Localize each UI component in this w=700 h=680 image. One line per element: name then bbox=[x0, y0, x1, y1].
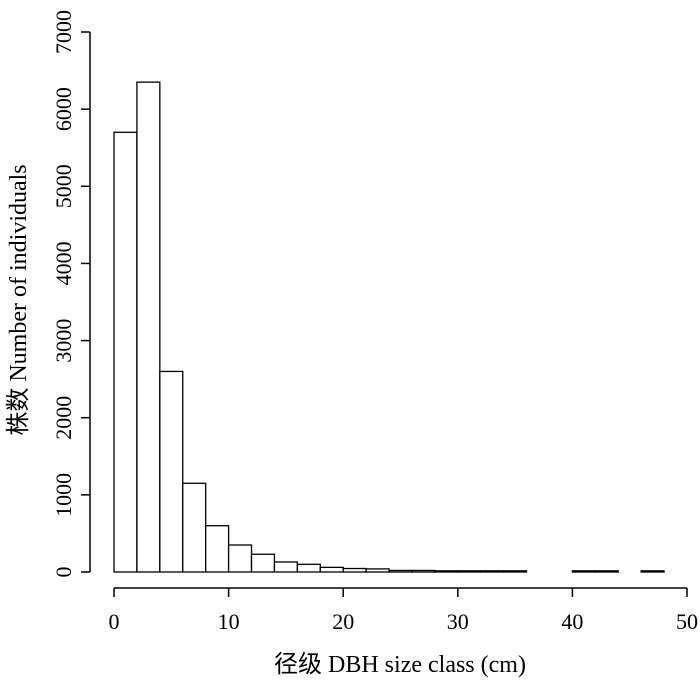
histogram-bar-5 bbox=[227, 544, 253, 573]
x-tick-label-10: 10 bbox=[218, 609, 240, 634]
y-tick-label-5000: 5000 bbox=[51, 164, 76, 208]
histogram-bar-6 bbox=[250, 553, 276, 573]
histogram-bar-3 bbox=[182, 482, 207, 573]
histogram-bar-7 bbox=[273, 561, 299, 573]
x-tick-label-0: 0 bbox=[109, 609, 120, 634]
histogram-bar-21 bbox=[594, 570, 619, 573]
histogram-bar-1 bbox=[136, 81, 161, 573]
y-tick-label-0: 0 bbox=[51, 567, 76, 578]
y-axis: 0 1000 2000 3000 4000 5000 6000 7000 bbox=[51, 10, 91, 578]
x-tick-label-30: 30 bbox=[447, 609, 469, 634]
x-tick-label-40: 40 bbox=[561, 609, 583, 634]
x-tick-label-50: 50 bbox=[676, 609, 698, 634]
histogram-bar-23 bbox=[640, 570, 665, 573]
y-axis-title: 株数 Number of individuals bbox=[5, 164, 32, 435]
histogram-bars bbox=[113, 81, 665, 573]
histogram-bar-0 bbox=[113, 131, 138, 573]
x-tick-label-20: 20 bbox=[332, 609, 354, 634]
histogram-bar-10 bbox=[342, 567, 367, 573]
histogram-bar-16 bbox=[480, 570, 505, 573]
histogram-bar-2 bbox=[159, 370, 184, 573]
x-axis: 0 10 20 30 40 50 bbox=[109, 587, 698, 634]
histogram-bar-4 bbox=[205, 525, 230, 573]
histogram-bar-13 bbox=[411, 569, 436, 573]
y-tick-label-3000: 3000 bbox=[51, 319, 76, 363]
y-tick-label-7000: 7000 bbox=[51, 10, 76, 54]
y-tick-label-1000: 1000 bbox=[51, 473, 76, 517]
histogram-bar-12 bbox=[388, 569, 413, 573]
x-axis-title: 径级 DBH size class (cm) bbox=[274, 651, 526, 678]
y-tick-label-6000: 6000 bbox=[51, 87, 76, 131]
y-tick-label-2000: 2000 bbox=[51, 396, 76, 440]
histogram-bar-15 bbox=[457, 570, 482, 573]
y-tick-label-4000: 4000 bbox=[51, 241, 76, 285]
histogram-bar-17 bbox=[502, 570, 528, 573]
histogram-bar-20 bbox=[571, 570, 596, 573]
histogram-bar-8 bbox=[296, 563, 321, 573]
histogram-bar-11 bbox=[365, 568, 390, 573]
histogram-bar-9 bbox=[319, 566, 344, 573]
histogram-bar-14 bbox=[434, 570, 459, 573]
